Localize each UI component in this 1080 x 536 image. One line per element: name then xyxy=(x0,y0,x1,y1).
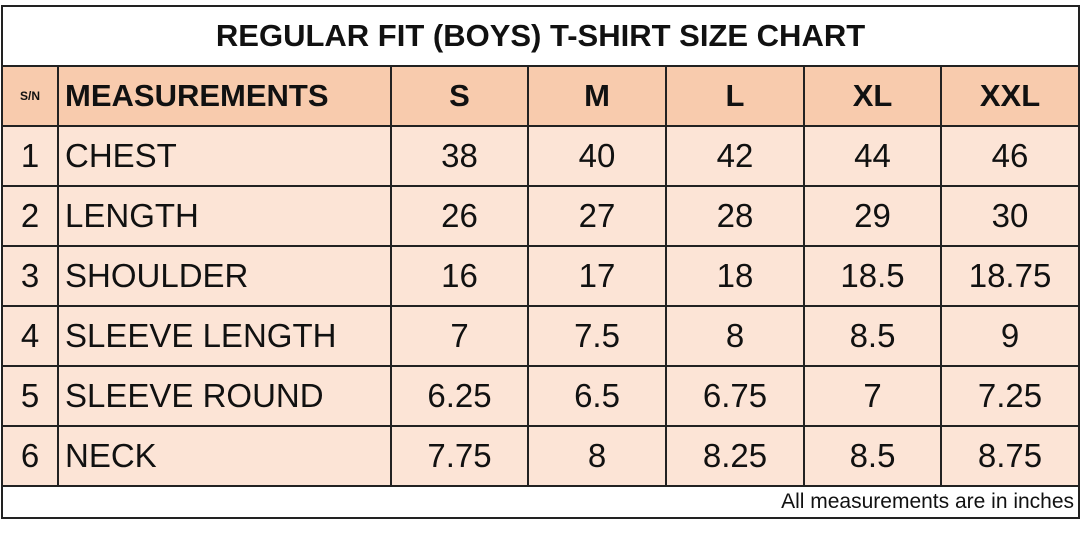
sn: 5 xyxy=(1,365,59,427)
data-row: 4 SLEEVE LENGTH 7 7.5 8 8.5 9 xyxy=(1,305,1080,367)
data-row: 6 NECK 7.75 8 8.25 8.5 8.75 xyxy=(1,425,1080,487)
size-value: 8.75 xyxy=(939,425,1080,487)
size-value: 8 xyxy=(665,305,805,367)
size-value: 18.5 xyxy=(803,245,942,307)
header-cell: S/N xyxy=(1,65,59,127)
header-cell: XL xyxy=(803,65,942,127)
sn: 3 xyxy=(1,245,59,307)
measurement: SHOULDER xyxy=(57,245,392,307)
measurement: CHEST xyxy=(57,125,392,187)
size-value: 18 xyxy=(665,245,805,307)
size-value: 42 xyxy=(665,125,805,187)
header-cell: M xyxy=(527,65,667,127)
measurement: SLEEVE LENGTH xyxy=(57,305,392,367)
size-value: 6.25 xyxy=(390,365,529,427)
size-value: 29 xyxy=(803,185,942,247)
data-row: 5 SLEEVE ROUND 6.25 6.5 6.75 7 7.25 xyxy=(1,365,1080,427)
measurement: NECK xyxy=(57,425,392,487)
header-cell: MEASUREMENTS xyxy=(57,65,392,127)
size-value: 7.5 xyxy=(527,305,667,367)
data-row: 3 SHOULDER 16 17 18 18.5 18.75 xyxy=(1,245,1080,307)
size-value: 7.75 xyxy=(390,425,529,487)
size-value: 26 xyxy=(390,185,529,247)
size-value: 7 xyxy=(803,365,942,427)
size-value: 40 xyxy=(527,125,667,187)
header-cell: S xyxy=(390,65,529,127)
size-value: 8.5 xyxy=(803,425,942,487)
title: REGULAR FIT (BOYS) T-SHIRT SIZE CHART xyxy=(0,5,1080,67)
size-value: 9 xyxy=(939,305,1080,367)
size-value: 44 xyxy=(803,125,942,187)
sn: 2 xyxy=(1,185,59,247)
title-row: REGULAR FIT (BOYS) T-SHIRT SIZE CHART xyxy=(0,5,1080,67)
size-value: 8.25 xyxy=(665,425,805,487)
sn: 6 xyxy=(1,425,59,487)
size-value: 7.25 xyxy=(939,365,1080,427)
size-value: 8 xyxy=(527,425,667,487)
header-cell: XXL xyxy=(939,65,1080,127)
footnote-row: All measurements are in inches xyxy=(0,485,1080,519)
size-value: 18.75 xyxy=(939,245,1080,307)
data-row: 1 CHEST 38 40 42 44 46 xyxy=(1,125,1080,187)
size-value: 7 xyxy=(390,305,529,367)
size-value: 17 xyxy=(527,245,667,307)
data-row: 2 LENGTH 26 27 28 29 30 xyxy=(1,185,1080,247)
measurement: SLEEVE ROUND xyxy=(57,365,392,427)
footnote: All measurements are in inches xyxy=(0,485,1080,519)
size-value: 6.75 xyxy=(665,365,805,427)
size-value: 6.5 xyxy=(527,365,667,427)
size-table: REGULAR FIT (BOYS) T-SHIRT SIZE CHART S/… xyxy=(0,5,1080,519)
size-value: 38 xyxy=(390,125,529,187)
header-row: S/N MEASUREMENTS S M L XL XXL xyxy=(1,65,1080,127)
size-value: 16 xyxy=(390,245,529,307)
measurement: LENGTH xyxy=(57,185,392,247)
size-value: 28 xyxy=(665,185,805,247)
size-value: 8.5 xyxy=(803,305,942,367)
sn: 4 xyxy=(1,305,59,367)
sn: 1 xyxy=(1,125,59,187)
size-value: 46 xyxy=(939,125,1080,187)
header-cell: L xyxy=(665,65,805,127)
size-value: 27 xyxy=(527,185,667,247)
size-value: 30 xyxy=(939,185,1080,247)
